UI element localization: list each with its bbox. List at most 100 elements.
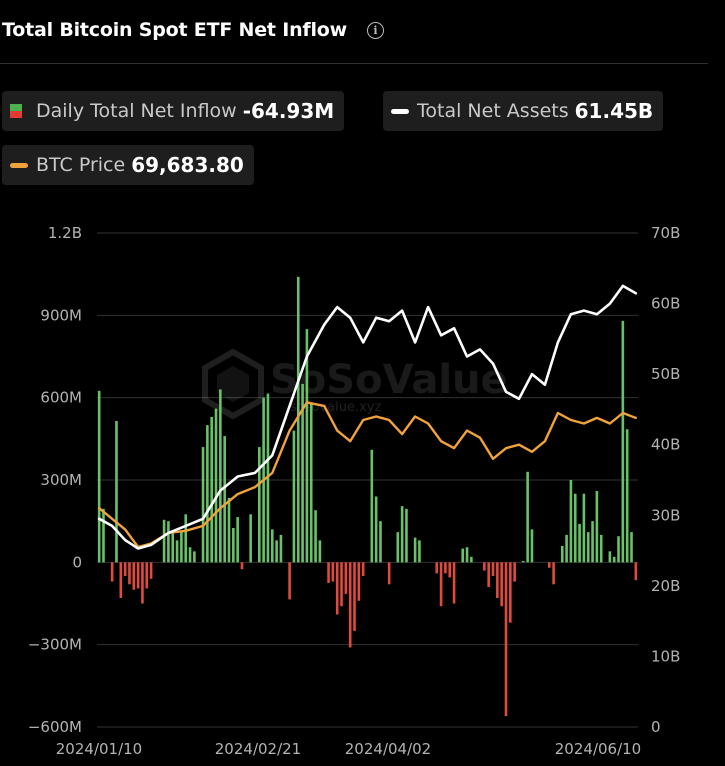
inflow-bar (162, 519, 166, 563)
watermark-brand: SoSoValue (270, 357, 508, 403)
inflow-bar (288, 562, 291, 600)
x-axis: 2024/01/10 2024/02/21 2024/04/02 2024/06/10 (56, 740, 641, 758)
y-left-tick-label: 900M (40, 306, 82, 324)
inflow-bar (145, 562, 149, 589)
inflow-bar (201, 447, 205, 563)
inflow-bar (309, 403, 313, 563)
chart-header: Total Bitcoin Spot ETF Net Inflow i (2, 14, 385, 46)
x-tick-label: 2024/02/21 (215, 740, 301, 758)
inflow-bar (227, 497, 231, 563)
inflow-bar (573, 493, 577, 563)
inflow-bar (513, 562, 516, 582)
inflow-bar (340, 562, 343, 607)
inflow-bar (509, 562, 512, 623)
inflow-bar (591, 521, 594, 563)
inflow-bar (617, 536, 620, 563)
legend-daily-inflow[interactable]: Daily Total Net Inflow -64.93M (2, 91, 345, 131)
y-left-tick-label: −300M (28, 636, 82, 654)
inflow-bar (387, 562, 391, 585)
inflow-bar (210, 416, 213, 563)
inflow-bar (461, 548, 465, 563)
y-right-tick-label: 10B (651, 647, 680, 665)
inflow-bar (370, 449, 374, 563)
inflow-bar (249, 514, 252, 563)
chart-title: Total Bitcoin Spot ETF Net Inflow (2, 19, 348, 41)
inflow-bar (361, 562, 365, 577)
inflow-bar (348, 562, 352, 648)
inflow-bar (171, 533, 175, 563)
inflow-bar (115, 420, 118, 563)
inflow-bar (219, 389, 222, 563)
inflow-bar (565, 534, 568, 563)
inflow-bar (331, 562, 335, 582)
inflow-bar (435, 562, 439, 574)
legend-btc-price[interactable]: BTC Price 69,683.80 (2, 145, 254, 185)
inflow-bar (275, 540, 278, 563)
inflow-bar (400, 506, 404, 563)
inflow-bar (136, 562, 140, 589)
inflow-bar (405, 508, 408, 563)
inflow-bar (413, 537, 417, 563)
inflow-bar (500, 562, 503, 607)
inflow-bar (214, 408, 218, 563)
inflow-bars (97, 276, 638, 717)
legend-inflow-value: -64.93M (242, 99, 335, 123)
y-right-tick-label: 50B (651, 365, 680, 383)
inflow-bar (439, 562, 443, 607)
x-tick-label: 2024/06/10 (555, 740, 641, 758)
inflow-bar (483, 562, 486, 571)
inflow-bar (353, 562, 356, 631)
y-right-tick-label: 60B (651, 295, 680, 313)
inflow-bar (132, 562, 136, 590)
btc-price-swatch-icon (10, 162, 28, 168)
inflow-swatch-up (10, 104, 22, 111)
y-right-tick-label: 30B (651, 506, 680, 524)
inflow-bar (552, 562, 555, 585)
inflow-bar (496, 562, 499, 599)
inflow-bar (97, 390, 101, 563)
inflow-bar (522, 560, 525, 563)
inflow-bar (223, 436, 226, 563)
sosovalue-watermark: SoSoValue sosovalue.xyz (202, 348, 508, 420)
inflow-bar (578, 523, 581, 563)
inflow-bar (188, 547, 192, 563)
inflow-bar (193, 551, 196, 563)
y-right-tick-label: 20B (651, 577, 680, 595)
legend-total-net-assets[interactable]: Total Net Assets 61.45B (383, 91, 664, 131)
inflow-bar (418, 540, 421, 563)
x-tick-label: 2024/01/10 (56, 740, 142, 758)
net-assets-swatch-icon (391, 108, 409, 114)
inflow-bar (128, 562, 131, 585)
inflow-bar (232, 528, 235, 563)
inflow-bar (292, 430, 296, 563)
inflow-bar (396, 532, 400, 563)
inflow-bar (582, 493, 586, 563)
inflow-swatch-icon (10, 104, 22, 118)
inflow-bar (344, 562, 348, 594)
inflow-bar (258, 447, 261, 563)
inflow-bar (175, 540, 179, 563)
inflow-bar (236, 517, 239, 563)
inflow-bar (374, 496, 378, 563)
inflow-bar (318, 540, 322, 563)
inflow-bar (301, 383, 304, 563)
inflow-swatch-down (10, 111, 22, 118)
x-tick-label: 2024/04/02 (345, 740, 431, 758)
inflow-bar (102, 508, 105, 563)
inflow-bar (119, 562, 123, 599)
inflow-bar (599, 534, 603, 563)
inflow-bar (452, 562, 456, 604)
info-icon[interactable]: i (367, 21, 385, 39)
inflow-bar (470, 556, 473, 563)
legend-inflow-label: Daily Total Net Inflow (36, 100, 237, 122)
y-axis-left: 1.2B 900M 600M 300M 0 −300M −600M (28, 224, 82, 736)
inflow-bar (279, 534, 283, 563)
inflow-bar (180, 532, 183, 563)
inflow-bar (270, 529, 274, 563)
inflow-bar (123, 562, 127, 577)
inflow-bar (595, 490, 599, 563)
y-left-tick-label: 300M (40, 471, 82, 489)
y-axis-right: 70B 60B 50B 40B 30B 20B 10B 0 (651, 224, 680, 736)
inflow-bar (487, 562, 490, 588)
